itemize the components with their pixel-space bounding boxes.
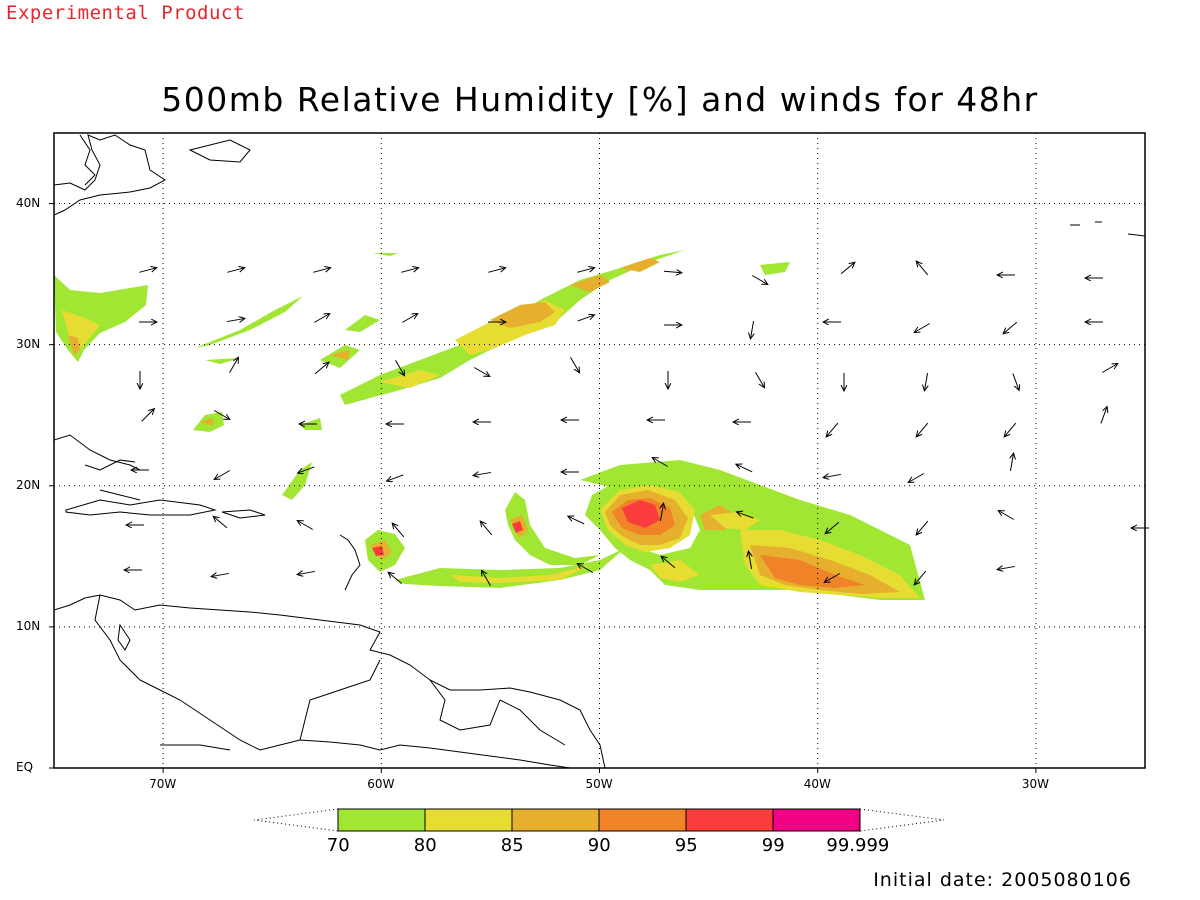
wind-arrow: [825, 521, 840, 534]
wind-arrow: [1101, 364, 1118, 373]
coastlines: [54, 134, 1145, 768]
colorbar-bin: [337, 808, 426, 832]
wind-arrow: [1100, 407, 1107, 424]
wind-arrow: [661, 556, 676, 569]
experimental-product-label: Experimental Product: [6, 2, 245, 24]
wind-arrow: [924, 373, 927, 391]
wind-arrow: [227, 268, 244, 273]
lat-tick-label: 40N: [16, 195, 41, 210]
wind-arrow: [652, 458, 669, 467]
lat-tick-label: EQ: [16, 760, 34, 774]
wind-arrow: [751, 275, 768, 285]
wind-arrow: [663, 271, 682, 273]
wind-arrow: [840, 262, 855, 275]
wind-arrow: [998, 511, 1015, 520]
lat-lon-grid: [49, 133, 1145, 773]
wind-arrow: [1004, 422, 1017, 437]
wind-arrow: [213, 410, 230, 420]
wind-arrow: [997, 566, 1015, 569]
wind-arrow: [298, 466, 315, 473]
wind-arrow: [570, 356, 580, 373]
colorbar-label: 80: [413, 835, 437, 856]
initial-date: Initial date: 2005080106: [873, 869, 1132, 891]
wind-arrow: [916, 422, 929, 437]
wind-arrow: [313, 314, 330, 323]
wind-arrow: [387, 474, 404, 481]
wind-arrow: [916, 261, 929, 276]
wind-arrow: [229, 357, 239, 374]
colorbar-bin: [598, 808, 687, 832]
lat-tick-label: 30N: [16, 336, 41, 351]
wind-arrow: [395, 359, 405, 376]
wind-arrow: [660, 503, 663, 521]
colorbar-label: 70: [326, 835, 350, 856]
colorbar-bin: [511, 808, 600, 832]
wind-arrow: [914, 323, 931, 333]
wind-arrow: [297, 521, 314, 530]
lon-tick-label: 40W: [803, 777, 831, 791]
wind-arrow: [826, 422, 839, 437]
colorbar-extension: [859, 808, 945, 832]
wind-arrow: [213, 516, 228, 529]
wind-arrow: [297, 571, 315, 574]
wind-arrow: [211, 573, 229, 576]
wind-arrow: [755, 371, 765, 388]
map-title: 500mb Relative Humidity [%] and winds fo…: [161, 80, 1039, 119]
wind-arrow: [914, 570, 927, 585]
wind-arrow: [577, 268, 594, 273]
colorbar-bin: [685, 808, 774, 832]
wind-arrow: [577, 564, 594, 573]
colorbar: [253, 808, 945, 832]
wind-arrow: [824, 573, 841, 583]
wind-arrow: [401, 268, 418, 273]
colorbar-extension: [253, 808, 339, 832]
wind-arrow: [748, 551, 751, 569]
wind-arrow: [482, 570, 491, 587]
wind-arrow: [401, 314, 418, 323]
wind-arrow: [1010, 453, 1013, 471]
wind-arrow: [916, 520, 929, 535]
wind-arrow: [139, 268, 156, 273]
wind-arrow: [1003, 321, 1018, 334]
lat-tick-label: 10N: [16, 618, 41, 633]
map-frame: [53, 132, 1146, 769]
lon-tick-label: 50W: [585, 777, 613, 791]
wind-arrow: [141, 409, 155, 422]
wind-vectors: [124, 261, 1149, 587]
wind-arrow: [577, 315, 595, 322]
wind-arrow: [908, 473, 925, 483]
colorbar-label: 90: [587, 835, 611, 856]
wind-arrow: [473, 367, 490, 377]
colorbar-bin: [772, 808, 861, 832]
wind-arrow: [392, 523, 405, 538]
wind-arrow: [480, 521, 493, 536]
lat-tick-label: 20N: [16, 477, 41, 492]
lon-tick-label: 70W: [149, 777, 177, 791]
wind-arrow: [488, 268, 505, 273]
wind-arrow: [227, 318, 245, 321]
wind-arrow: [473, 472, 491, 475]
wind-arrow: [750, 321, 753, 339]
colorbar-label: 99: [761, 835, 785, 856]
lon-tick-label: 30W: [1021, 777, 1050, 791]
wind-arrow: [737, 512, 754, 519]
wind-arrow: [568, 516, 585, 525]
colorbar-label: 85: [500, 835, 524, 856]
humidity-shading: [54, 250, 925, 600]
colorbar-bin: [424, 808, 513, 832]
wind-arrow: [1012, 373, 1019, 391]
wind-arrow: [823, 474, 841, 477]
wind-arrow: [314, 362, 329, 375]
colorbar-label: 95: [674, 835, 698, 856]
colorbar-label: 99.999: [826, 835, 890, 856]
wind-arrow: [736, 464, 753, 473]
lon-tick-label: 60W: [367, 777, 395, 791]
wind-arrow: [388, 572, 403, 585]
wind-arrow: [214, 470, 231, 480]
wind-arrow: [313, 268, 330, 273]
